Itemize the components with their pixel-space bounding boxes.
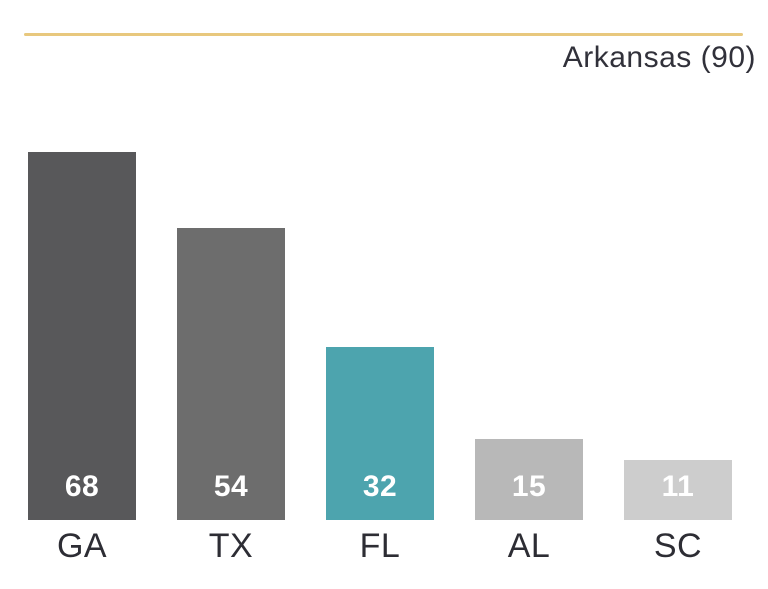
- bar-category-label: FL: [359, 527, 401, 565]
- bar-category-label: TX: [208, 527, 254, 565]
- bar-tx: 54: [177, 228, 285, 520]
- bar-al: 15: [475, 439, 583, 520]
- bar-value-label: 68: [64, 470, 100, 503]
- bar-category-label: GA: [56, 527, 108, 565]
- bar-fl: 32: [326, 347, 434, 520]
- bar-value-label: 32: [362, 470, 398, 503]
- bar-group-ga: 68 GA: [28, 152, 136, 567]
- bar-sc: 11: [624, 460, 732, 520]
- bar-ga: 68: [28, 152, 136, 520]
- bar-group-tx: 54 TX: [177, 228, 285, 567]
- bars-row: 68 GA 54 TX 32 FL 15 AL 11 SC: [28, 152, 732, 567]
- chart-title: Arkansas (90): [562, 41, 756, 74]
- bar-category-label: AL: [507, 527, 551, 565]
- bar-group-sc: 11 SC: [624, 460, 732, 567]
- bar-value-label: 11: [661, 470, 695, 503]
- bar-category-label: SC: [653, 527, 703, 565]
- bar-group-fl: 32 FL: [326, 347, 434, 567]
- accent-rule: [24, 33, 743, 36]
- bar-value-label: 54: [213, 470, 249, 503]
- bar-group-al: 15 AL: [475, 439, 583, 567]
- bar-value-label: 15: [511, 470, 547, 503]
